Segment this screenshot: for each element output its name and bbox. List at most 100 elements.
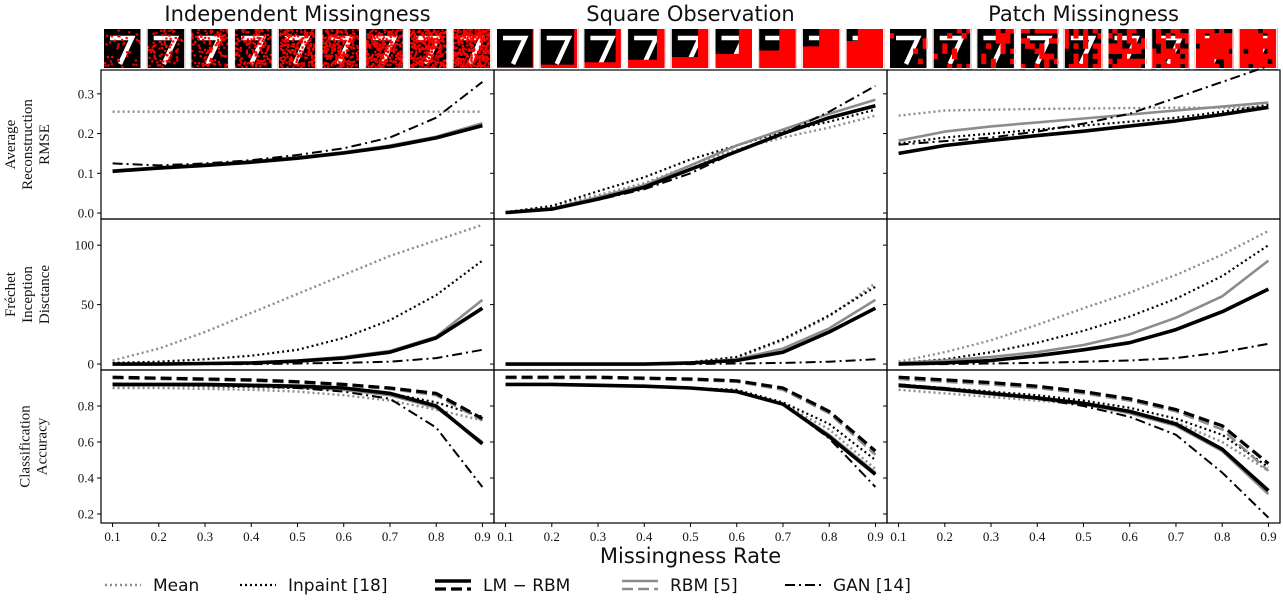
missing-patch	[1204, 38, 1210, 44]
missing-pixel	[204, 29, 207, 32]
missing-pixel	[458, 48, 461, 52]
thumbnail-border	[365, 28, 404, 69]
missing-pixel	[259, 65, 262, 68]
missing-pixel	[470, 63, 473, 66]
missing-pixel	[459, 35, 462, 38]
x-tick-label: 0.7	[775, 529, 792, 544]
missing-pixel	[352, 35, 355, 38]
missing-pixel	[470, 58, 473, 61]
missing-pixel	[444, 50, 447, 54]
thumbnail	[234, 28, 273, 69]
missing-pixel	[439, 36, 442, 39]
missing-pixel	[376, 45, 379, 48]
missing-pixel	[304, 29, 307, 32]
missing-patch	[1272, 48, 1278, 54]
missing-pixel	[224, 63, 227, 66]
missing-pixel	[281, 59, 284, 63]
missing-pixel	[412, 29, 415, 32]
missing-pixel	[393, 48, 396, 51]
digit-seven	[546, 35, 573, 65]
missing-pixel	[349, 60, 352, 64]
missing-pixel	[473, 40, 476, 43]
missing-pixel	[219, 28, 222, 31]
missing-pixel	[420, 59, 423, 62]
missing-pixel	[412, 62, 415, 65]
missing-patch	[1253, 58, 1259, 65]
missing-pixel	[284, 40, 287, 44]
missing-patch	[1117, 33, 1123, 39]
missing-pixel	[259, 42, 262, 45]
missing-pixel	[374, 57, 377, 60]
missing-pixel	[340, 53, 343, 57]
missing-pixel	[208, 40, 212, 44]
missing-pixel	[487, 51, 490, 54]
missing-patch	[1262, 53, 1268, 60]
missing-pixel	[335, 30, 339, 33]
missing-pixel	[416, 45, 419, 48]
missing-patch	[1248, 33, 1254, 39]
missing-pixel	[151, 46, 154, 49]
missing-pixel	[474, 34, 477, 37]
missing-pixel	[151, 49, 155, 52]
missing-pixel	[381, 53, 384, 56]
missing-pixel	[426, 60, 429, 63]
missing-pixel	[393, 44, 396, 47]
missing-pixel	[104, 61, 107, 65]
missing-pixel	[430, 40, 433, 43]
missing-pixel	[454, 64, 457, 68]
missing-pixel	[470, 66, 473, 69]
missing-pixel	[125, 36, 128, 40]
missing-pixel	[200, 35, 203, 38]
missing-pixel	[280, 41, 283, 44]
missing-pixel	[105, 43, 108, 46]
missing-pixel	[158, 40, 161, 43]
missing-pixel	[462, 62, 465, 65]
missing-pixel	[452, 33, 456, 36]
missing-pixel	[349, 34, 352, 37]
missing-pixel	[399, 28, 403, 32]
missing-pixel	[123, 41, 126, 44]
missing-pixel	[397, 51, 400, 55]
series-line	[898, 105, 1269, 156]
missing-pixel	[280, 28, 283, 31]
missing-pixel	[128, 31, 131, 34]
missing-pixel	[304, 43, 307, 46]
missing-pixel	[486, 42, 489, 45]
missing-patch	[1253, 43, 1259, 49]
missing-pixel	[479, 40, 482, 43]
missing-pixel	[162, 30, 166, 33]
missing-pixel	[202, 62, 205, 65]
missing-pixel	[370, 55, 374, 59]
missing-patch	[1184, 38, 1190, 44]
missing-pixel	[413, 54, 417, 57]
x-tick-label: 0.5	[289, 529, 305, 544]
missing-patch	[1068, 63, 1074, 70]
missing-pixel	[290, 57, 294, 60]
missing-pixel	[376, 55, 380, 58]
y-axis-label-line: RMSE	[37, 124, 53, 165]
missing-pixel	[280, 44, 283, 48]
missing-pixel	[418, 29, 421, 32]
missing-pixel	[340, 30, 343, 33]
missing-pixel	[469, 53, 472, 56]
missing-pixel	[216, 32, 219, 35]
missing-pixel	[394, 31, 397, 34]
missing-pixel	[329, 57, 332, 60]
missing-pixel	[292, 45, 295, 48]
missing-pixel	[209, 50, 212, 53]
missing-pixel	[312, 59, 316, 62]
missing-pixel	[397, 29, 400, 32]
missing-pixel	[117, 45, 120, 48]
missing-patch	[1257, 53, 1263, 60]
missing-pixel	[342, 58, 345, 61]
missing-pixel	[433, 47, 436, 50]
missing-pixel	[391, 41, 394, 44]
missing-pixel	[299, 28, 303, 31]
missing-pixel	[365, 45, 368, 48]
missing-pixel	[468, 29, 471, 32]
missing-pixel	[377, 53, 380, 56]
missing-pixel	[437, 40, 440, 43]
missing-patch	[1248, 28, 1254, 34]
missing-pixel	[350, 41, 353, 44]
missing-pixel	[427, 32, 430, 35]
